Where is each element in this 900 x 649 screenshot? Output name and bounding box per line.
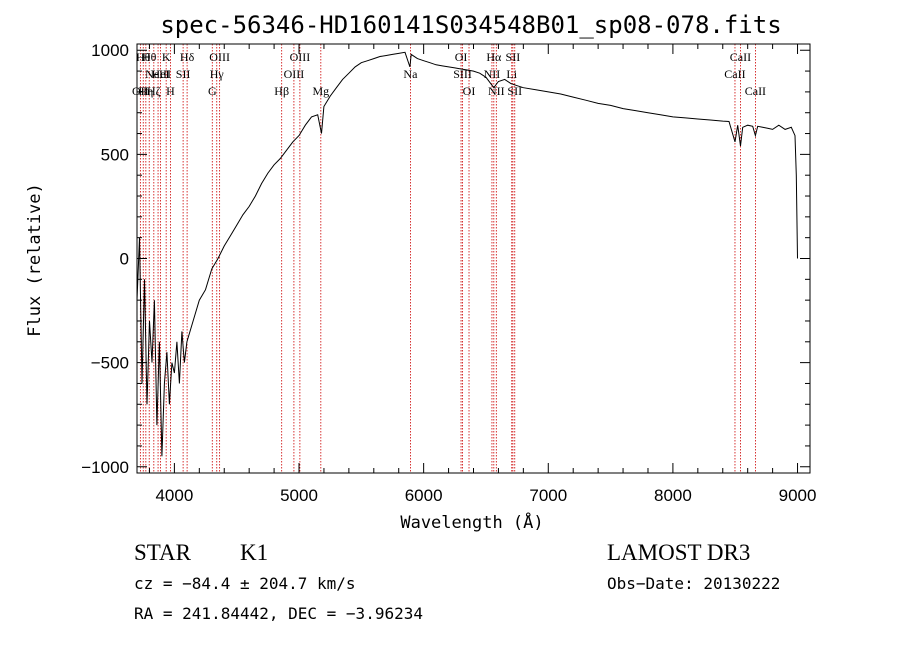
y-tick-label: 500 <box>101 145 129 164</box>
spectral-line-label: Hη <box>138 84 153 98</box>
spectral-line-label: NII <box>488 84 505 98</box>
x-tick-label: 6000 <box>405 486 443 505</box>
spectral-line-label: Li <box>506 67 517 81</box>
spectral-line-label: CaII <box>730 50 751 64</box>
spectral-line-label: CaII <box>745 84 766 98</box>
spectrum-line <box>136 51 798 457</box>
spectral-line-label: SIII <box>453 67 472 81</box>
spectral-line-label: OIII <box>209 50 230 64</box>
x-tick-label: 4000 <box>155 486 193 505</box>
spectral-line-label: Na <box>403 67 418 81</box>
spectral-line-label: OIII <box>284 67 305 81</box>
spectral-line-label: OI <box>463 84 476 98</box>
spectral-line-label: Hζ <box>147 84 161 98</box>
spectral-line-label: Hθ <box>142 50 157 64</box>
spectral-line-label: K <box>162 50 171 64</box>
y-tick-label: 0 <box>120 250 129 269</box>
spectral-line-label: G <box>208 84 217 98</box>
spectral-line-label: OIII <box>290 50 311 64</box>
object-subclass: K1 <box>240 540 268 565</box>
spectral-line-label: NII <box>484 67 501 81</box>
spectral-line-label: SII <box>176 67 191 81</box>
spectral-line-label: Hγ <box>210 67 225 81</box>
y-axis-ticks: −1000 −500 0 500 1000 <box>81 41 810 477</box>
x-axis-ticks: 4000 5000 6000 7000 8000 9000 <box>148 44 817 505</box>
y-axis-label: Flux (relative) <box>25 183 45 337</box>
x-axis-label: Wavelength (Å) <box>400 511 543 533</box>
spectral-line-label: OII <box>132 84 149 98</box>
x-tick-label: 8000 <box>654 486 692 505</box>
spectral-line-markers <box>139 44 756 473</box>
spectral-line-labels: OIIHθHηHθHζNeIIIHeIKHSIIHδGHγOIIIHβOIIIO… <box>132 50 766 98</box>
object-class: STAR <box>134 540 192 565</box>
spectral-line-label: Hβ <box>274 84 289 98</box>
x-tick-label: 9000 <box>779 486 817 505</box>
spectral-line-label: Mg <box>312 84 329 98</box>
x-tick-label: 5000 <box>280 486 318 505</box>
spectral-line-label: SII <box>506 50 521 64</box>
y-tick-label: −1000 <box>81 458 129 477</box>
spectral-line-label: Hα <box>486 50 502 64</box>
spectral-line-label: CaII <box>724 67 745 81</box>
plot-frame <box>136 43 811 474</box>
y-tick-label: −500 <box>91 354 129 373</box>
spectral-line-label: Hδ <box>180 50 195 64</box>
x-tick-label: 7000 <box>529 486 567 505</box>
spectral-line-label: OI <box>455 50 468 64</box>
chart-title: spec-56346-HD160141S034548B01_sp08-078.f… <box>160 11 781 39</box>
spectral-line-label: Hθ <box>136 50 151 64</box>
survey-name: LAMOST DR3 <box>607 540 750 565</box>
spectral-line-label: H <box>166 84 175 98</box>
redshift-text: cz = −84.4 ± 204.7 km/s <box>134 574 356 593</box>
y-tick-label: 1000 <box>91 41 129 60</box>
spectral-line-label: SII <box>507 84 522 98</box>
spectral-line-label: HeI <box>152 67 170 81</box>
spectral-line-label: NeIII <box>145 67 171 81</box>
obs-date-text: Obs−Date: 20130222 <box>607 574 780 593</box>
coordinates-text: RA = 241.84442, DEC = −3.96234 <box>134 604 423 623</box>
